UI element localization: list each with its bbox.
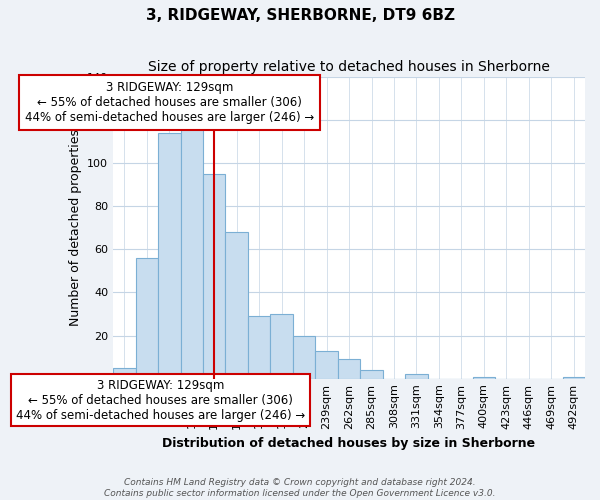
Bar [271, 314, 293, 378]
Text: 3, RIDGEWAY, SHERBORNE, DT9 6BZ: 3, RIDGEWAY, SHERBORNE, DT9 6BZ [146, 8, 455, 22]
Bar [226, 232, 248, 378]
Bar [203, 174, 226, 378]
Y-axis label: Number of detached properties: Number of detached properties [68, 129, 82, 326]
Bar [405, 374, 428, 378]
Bar [360, 370, 383, 378]
Bar [293, 336, 316, 378]
Text: 3 RIDGEWAY: 129sqm
← 55% of detached houses are smaller (306)
44% of semi-detach: 3 RIDGEWAY: 129sqm ← 55% of detached hou… [16, 378, 305, 422]
Title: Size of property relative to detached houses in Sherborne: Size of property relative to detached ho… [148, 60, 550, 74]
Bar [248, 316, 271, 378]
Bar [158, 132, 181, 378]
X-axis label: Distribution of detached houses by size in Sherborne: Distribution of detached houses by size … [163, 437, 536, 450]
Bar [136, 258, 158, 378]
Bar [113, 368, 136, 378]
Bar [181, 128, 203, 378]
Bar [316, 350, 338, 378]
Text: 3 RIDGEWAY: 129sqm
← 55% of detached houses are smaller (306)
44% of semi-detach: 3 RIDGEWAY: 129sqm ← 55% of detached hou… [25, 81, 314, 124]
Bar [563, 376, 585, 378]
Text: Contains HM Land Registry data © Crown copyright and database right 2024.
Contai: Contains HM Land Registry data © Crown c… [104, 478, 496, 498]
Bar [473, 376, 495, 378]
Bar [338, 360, 360, 378]
